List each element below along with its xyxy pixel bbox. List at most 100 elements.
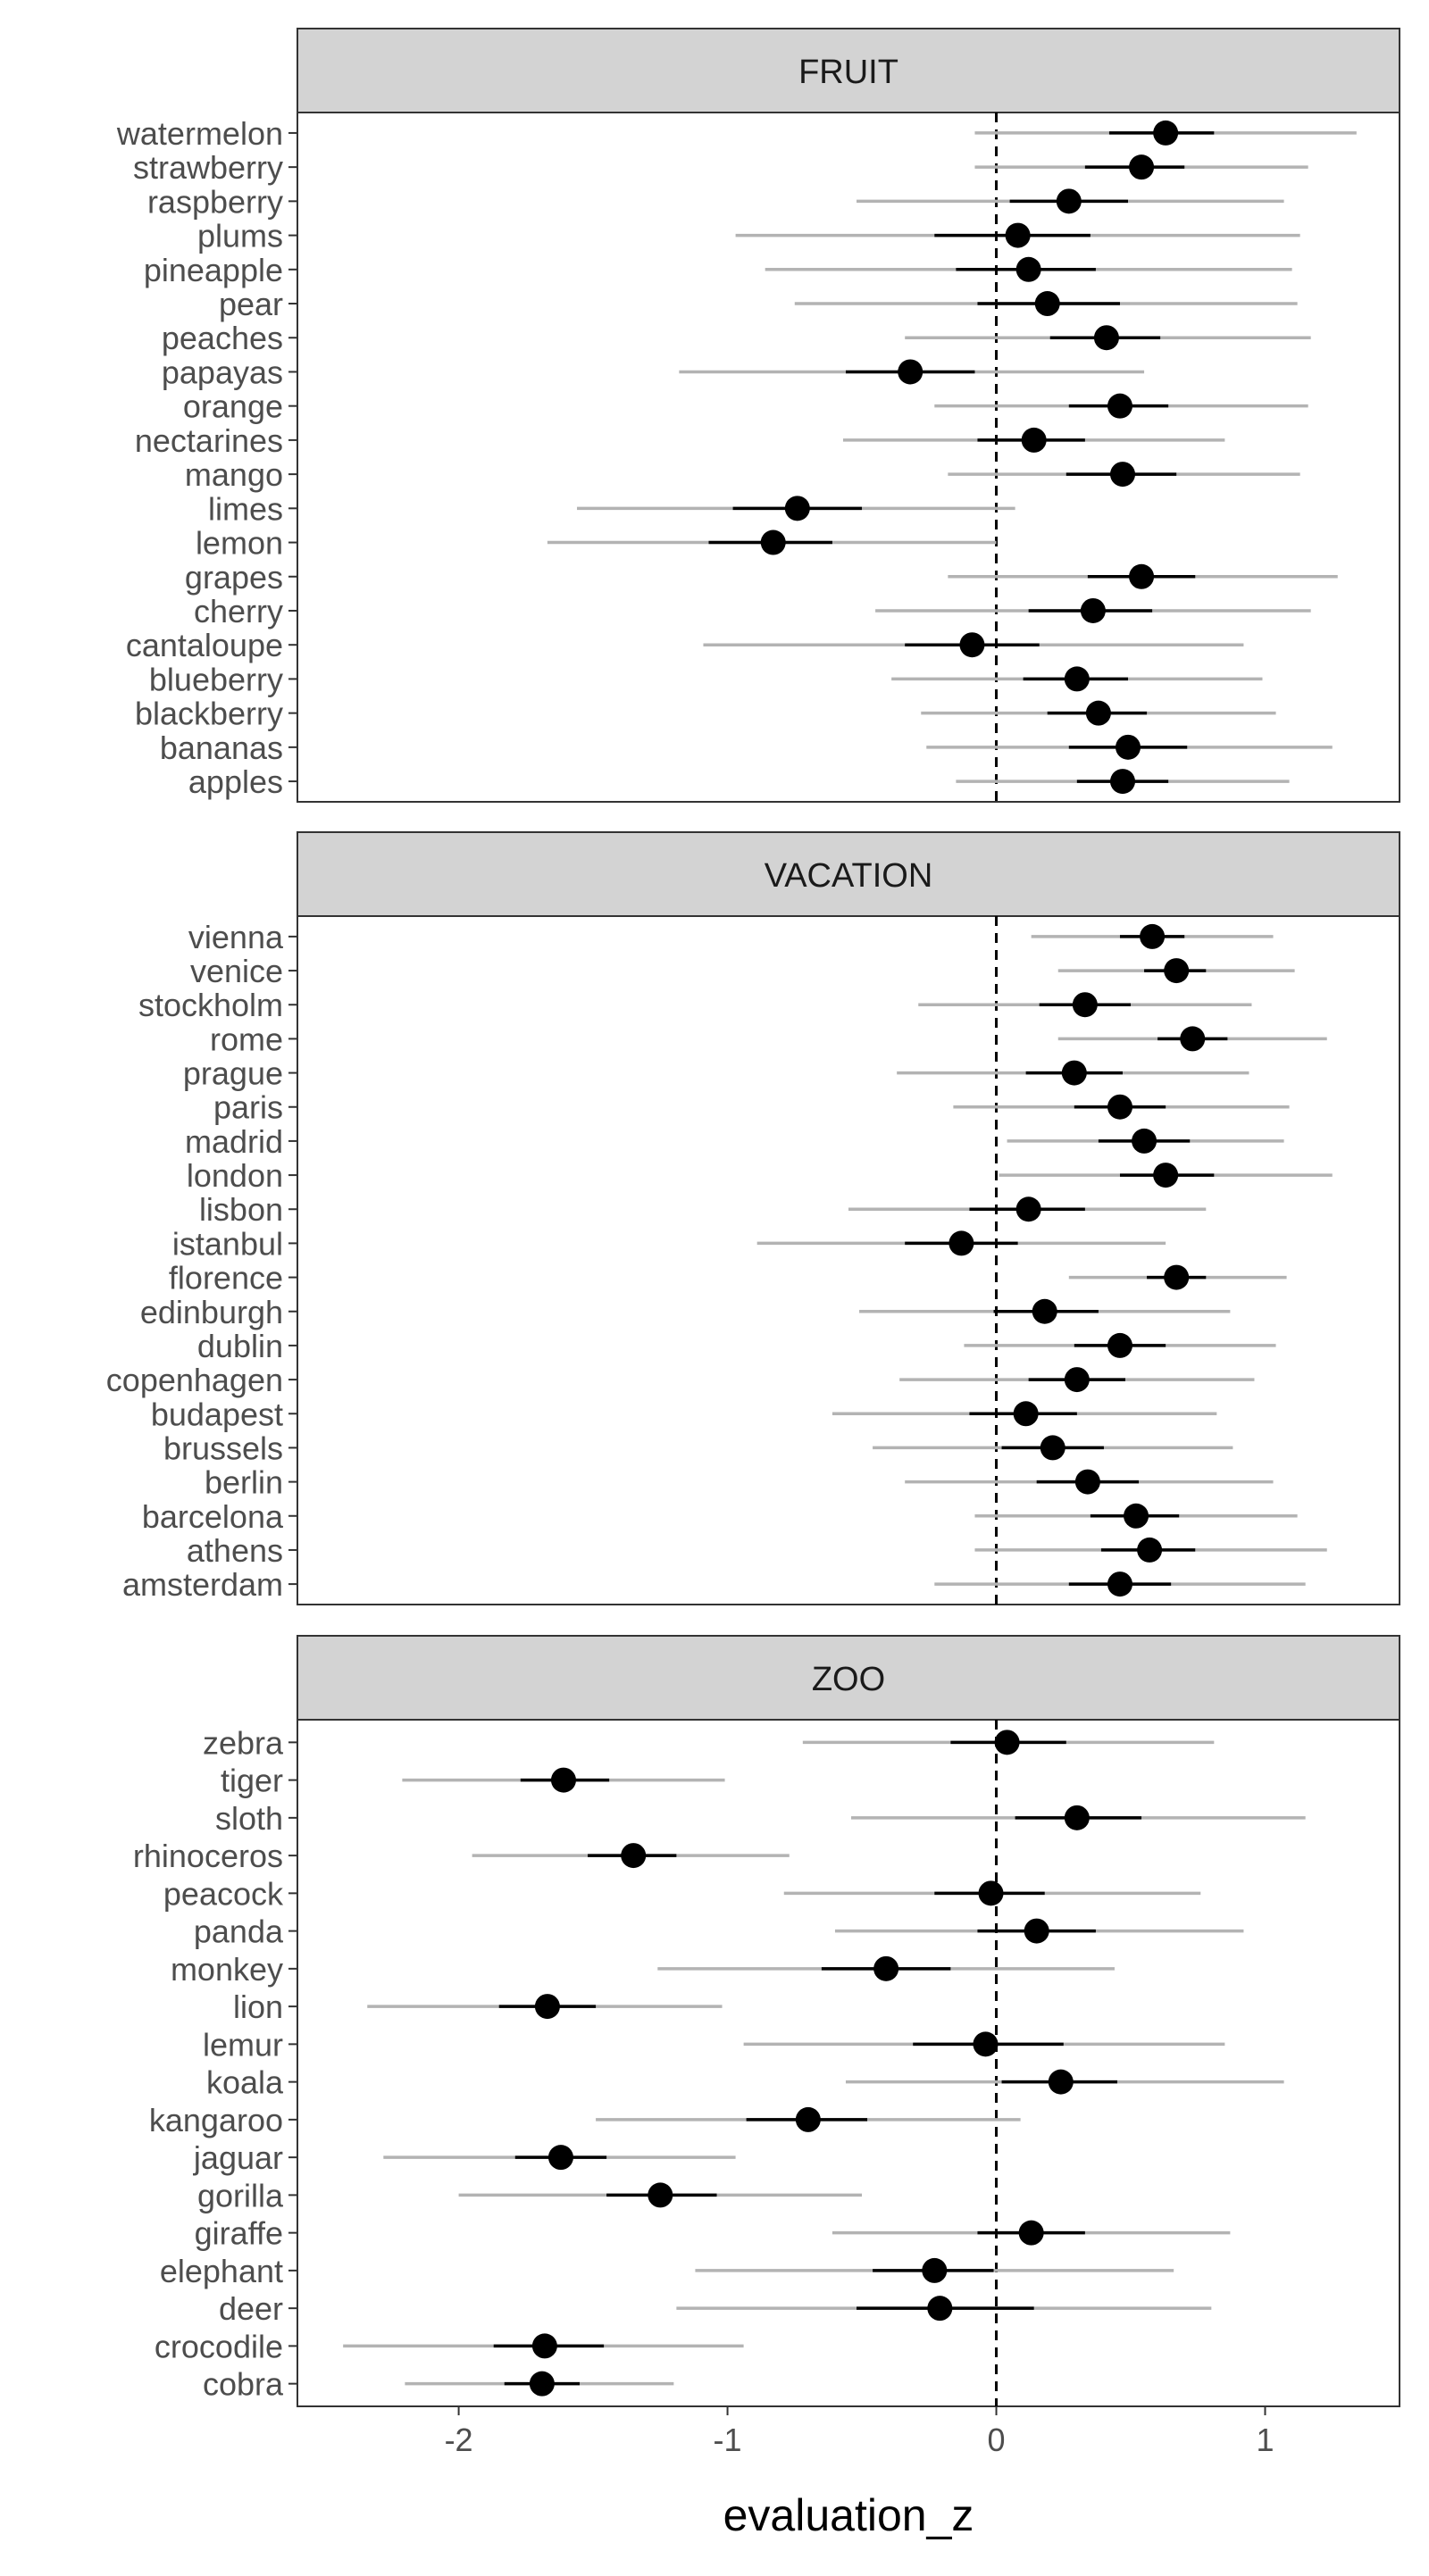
y-tick-label: mango [185, 456, 283, 493]
y-tick-label: bananas [160, 729, 283, 766]
estimate-point [1064, 666, 1090, 692]
y-tick-label: pineapple [144, 252, 283, 288]
estimate-point [760, 529, 786, 555]
y-tick-label: papayas [162, 354, 283, 390]
estimate-point [1015, 256, 1041, 282]
y-tick-label: monkey [171, 1951, 283, 1988]
y-tick-label: edinburgh [140, 1294, 283, 1330]
y-tick-label: limes [208, 490, 283, 527]
y-tick-label: florence [169, 1260, 283, 1296]
estimate-point [1116, 734, 1141, 760]
y-tick-label: blackberry [135, 696, 283, 732]
estimate-point [550, 1767, 576, 1793]
panel-title-fruit: FRUIT [798, 54, 898, 91]
estimate-point [1048, 2069, 1074, 2095]
y-tick-label: prague [183, 1055, 283, 1092]
estimate-point [1129, 154, 1155, 180]
y-tick-label: copenhagen [106, 1362, 283, 1398]
estimate-point [648, 2182, 673, 2208]
y-tick-label: amsterdam [122, 1566, 283, 1603]
y-tick-label: paris [213, 1089, 283, 1126]
y-tick-label: london [187, 1157, 283, 1194]
y-tick-label: barcelona [142, 1498, 284, 1535]
y-tick-label: istanbul [172, 1225, 283, 1262]
estimate-point [1085, 700, 1111, 726]
estimate-point [621, 1843, 647, 1869]
y-tick-label: venice [190, 953, 283, 989]
y-tick-label: gorilla [197, 2177, 284, 2213]
y-tick-label: tiger [221, 1763, 283, 1799]
y-tick-label: koala [206, 2064, 284, 2101]
x-tick-label: -2 [445, 2422, 473, 2458]
x-tick-label: -1 [714, 2422, 742, 2458]
y-tick-label: madrid [185, 1123, 283, 1160]
panel-title-zoo: ZOO [812, 1661, 885, 1698]
estimate-point [922, 2257, 948, 2283]
estimate-point [1061, 1060, 1087, 1086]
x-axis-title: evaluation_z [723, 2490, 974, 2540]
estimate-point [1164, 958, 1190, 984]
estimate-point [1005, 222, 1031, 248]
estimate-point [1153, 120, 1179, 146]
estimate-point [1064, 1805, 1090, 1830]
y-tick-label: giraffe [195, 2215, 283, 2252]
y-tick-label: stockholm [138, 987, 283, 1023]
y-tick-label: panda [194, 1913, 284, 1950]
estimate-point [1034, 291, 1060, 317]
panel-strip-fruit [297, 28, 1400, 113]
estimate-point [1129, 563, 1155, 589]
estimate-point [1080, 597, 1106, 623]
estimate-point [1072, 992, 1098, 1018]
estimate-point [795, 2106, 821, 2132]
estimate-point [973, 2031, 999, 2057]
estimate-point [1013, 1401, 1039, 1427]
estimate-point [1124, 1503, 1149, 1529]
panel-frame-fruit [297, 112, 1400, 803]
y-tick-label: kangaroo [149, 2102, 283, 2138]
estimate-point [1040, 1435, 1065, 1461]
estimate-point [898, 359, 923, 385]
y-tick-label: pear [219, 286, 283, 322]
estimate-point [1109, 769, 1135, 795]
y-tick-label: budapest [151, 1396, 283, 1432]
estimate-point [784, 496, 810, 521]
y-tick-label: peaches [162, 320, 283, 356]
y-tick-label: lisbon [199, 1191, 283, 1228]
estimate-point [994, 1730, 1020, 1755]
estimate-point [1137, 1537, 1163, 1563]
estimate-point [873, 1955, 899, 1981]
estimate-point [1153, 1163, 1179, 1188]
panel-frame-vacation [297, 915, 1400, 1605]
estimate-point [1021, 427, 1047, 453]
estimate-point [547, 2145, 573, 2171]
estimate-point [1164, 1264, 1190, 1290]
y-tick-label: deer [219, 2290, 283, 2327]
estimate-point [1180, 1026, 1206, 1052]
y-tick-label: cobra [203, 2366, 284, 2403]
panel-title-vacation: VACATION [765, 857, 933, 895]
y-tick-label: dublin [197, 1328, 283, 1364]
y-tick-label: vienna [188, 919, 284, 955]
estimate-point [1024, 1918, 1049, 1944]
estimate-point [1074, 1469, 1100, 1495]
x-tick-label: 0 [988, 2422, 1006, 2458]
y-tick-label: raspberry [147, 183, 283, 220]
estimate-point [529, 2371, 555, 2397]
estimate-point [1109, 462, 1135, 488]
estimate-point [1107, 1332, 1132, 1358]
estimate-point [927, 2296, 953, 2322]
y-tick-label: brussels [163, 1430, 283, 1466]
y-tick-label: watermelon [116, 115, 283, 152]
estimate-point [978, 1880, 1004, 1906]
estimate-point [1015, 1196, 1041, 1222]
y-tick-label: cherry [194, 593, 283, 629]
y-tick-label: athens [187, 1532, 283, 1569]
y-tick-label: blueberry [149, 661, 283, 697]
y-tick-label: apples [188, 763, 283, 800]
estimate-point [1032, 1298, 1057, 1324]
y-tick-label: cantaloupe [126, 627, 283, 663]
estimate-point [1018, 2220, 1044, 2246]
estimate-point [1107, 1094, 1132, 1120]
